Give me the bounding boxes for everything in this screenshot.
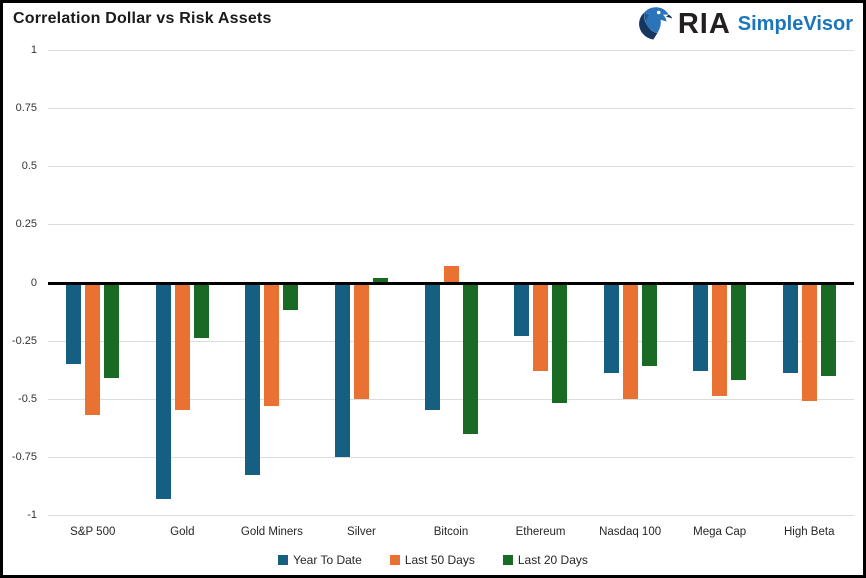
y-tick-label: 0.25 [15,218,37,231]
bar-last-50-days-bitcoin [443,266,459,283]
gridline [48,224,854,226]
bar-last-50-days-gold [174,282,190,411]
x-category-label: Gold Miners [240,526,303,538]
x-category-label: High Beta [783,526,835,538]
bar-last-20-days-bitcoin [462,282,478,434]
bar-year-to-date-s-p-500 [66,282,82,364]
ria-logo-text: RIA [677,7,731,40]
gridline [48,50,854,51]
x-category-label: Gold [170,526,195,538]
chart-title: Correlation Dollar vs Risk Assets [13,10,272,27]
bar-last-20-days-ethereum [552,282,568,404]
bar-year-to-date-high-beta [782,282,798,374]
legend-item-year-to-date: Year To Date [278,553,362,567]
legend-label: Last 20 Days [517,553,588,567]
bar-year-to-date-mega-cap [693,282,709,371]
bar-year-to-date-gold-miners [245,282,261,476]
x-category-label: Silver [347,526,376,538]
bar-last-50-days-ethereum [533,282,549,371]
legend: Year To Date Last 50 Days Last 20 Days [3,553,863,567]
bar-year-to-date-ethereum [514,282,530,336]
y-tick-label: -0.5 [18,392,37,405]
x-category-label: Ethereum [515,526,566,538]
bar-last-20-days-silver [372,277,388,283]
gridline [48,340,854,342]
x-category-label: S&P 500 [70,526,116,538]
simplevisor-logo-text: SimpleVisor [737,13,853,35]
bar-last-20-days-gold [193,282,209,339]
gridline [48,108,854,110]
gridline [48,166,854,168]
ria-simplevisor-logo: RIA SimpleVisor [637,6,853,42]
bar-year-to-date-silver [334,282,350,457]
y-tick-label: -0.75 [11,450,37,463]
gridline [48,398,854,400]
ria-eagle-icon [638,7,672,40]
bar-year-to-date-bitcoin [424,282,440,411]
x-category-label: Bitcoin [433,526,469,538]
bar-last-50-days-high-beta [801,282,817,402]
bar-last-20-days-gold-miners [283,282,299,311]
bar-last-50-days-s-p-500 [85,282,101,416]
bar-year-to-date-nasdaq-100 [603,282,619,374]
y-tick-label: 1 [30,44,37,56]
x-category-label: Nasdaq 100 [599,526,662,538]
bar-last-20-days-s-p-500 [104,282,120,378]
bar-last-50-days-nasdaq-100 [622,282,638,399]
y-tick-label: 0.5 [21,160,37,173]
bar-year-to-date-gold [155,282,171,499]
legend-swatch [389,555,400,565]
y-tick-label: -0.25 [11,334,37,347]
bar-last-50-days-silver [353,282,369,399]
legend-swatch [502,555,513,565]
gridline [48,515,854,516]
legend-item-last-50-days: Last 50 Days [389,553,475,567]
y-axis-labels: 1 0.75 0.5 0.25 0 -0.25 -0.5 -0.75 -1 [3,44,41,521]
y-tick-label: -1 [27,509,37,521]
bar-last-20-days-high-beta [820,282,836,376]
legend-label: Year To Date [293,553,362,567]
legend-item-last-20-days: Last 20 Days [502,553,588,567]
x-category-label: Mega Cap [693,526,747,538]
zero-axis-line [48,281,854,285]
plot-area: S&P 500 Gold Gold Miners Silver Bitcoin Ether… [48,50,854,538]
bar-last-20-days-mega-cap [731,282,747,381]
gridline [48,456,854,458]
bar-last-20-days-nasdaq-100 [641,282,657,367]
y-tick-label: 0 [30,276,37,289]
bar-last-50-days-mega-cap [712,282,728,397]
y-tick-label: 0.75 [15,102,37,115]
bar-last-50-days-gold-miners [264,282,280,406]
legend-label: Last 50 Days [404,553,475,567]
legend-swatch [278,555,289,565]
